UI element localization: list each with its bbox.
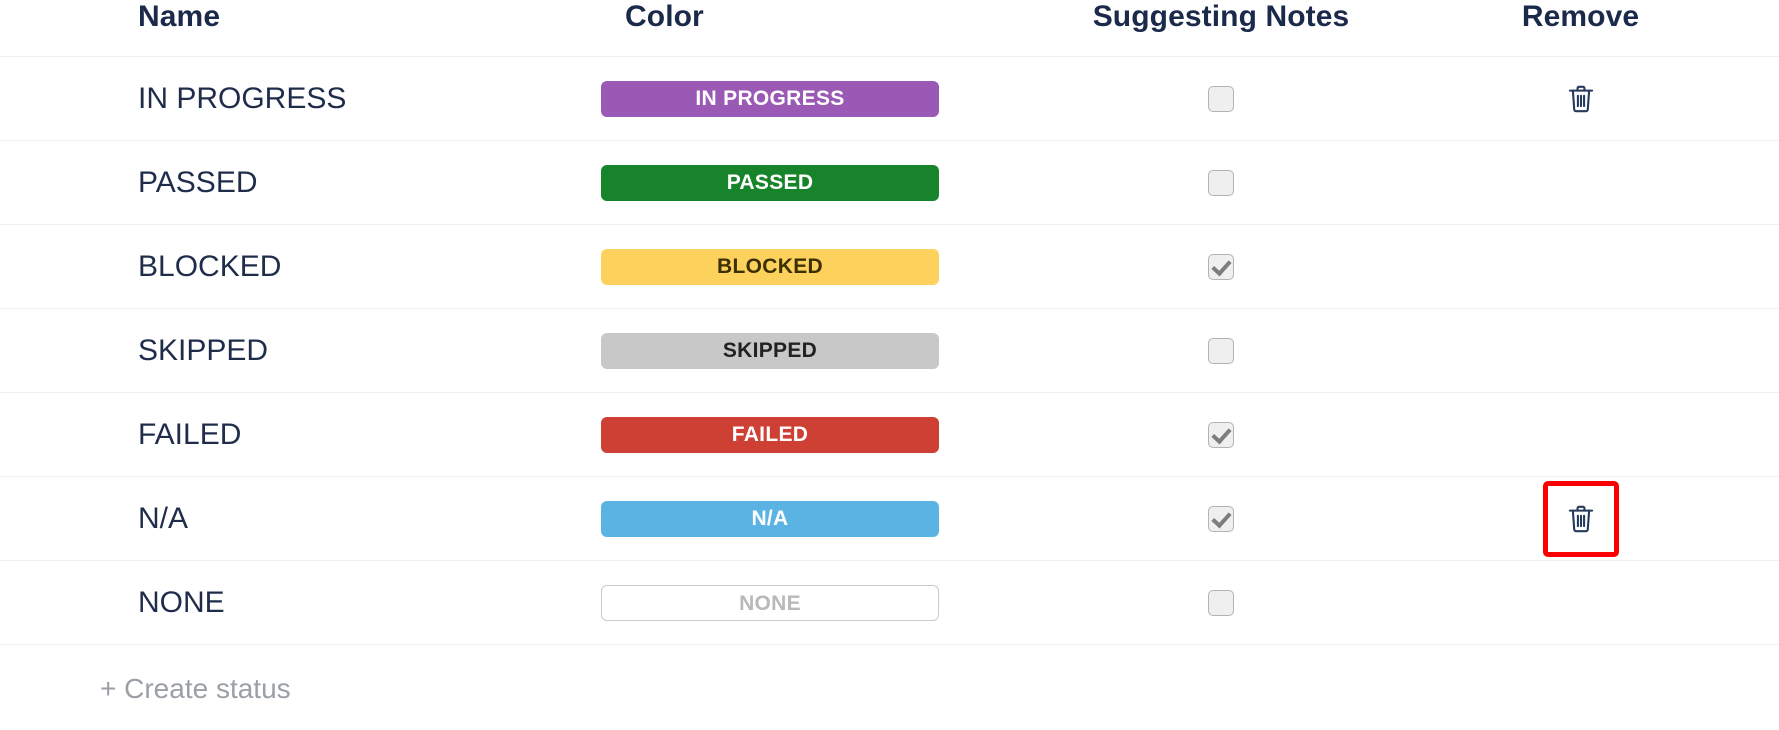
- status-color-badge[interactable]: N/A: [601, 500, 939, 537]
- suggesting-notes-checkbox[interactable]: [1208, 169, 1234, 196]
- status-color-badge[interactable]: NONE: [601, 584, 939, 621]
- trash-icon: [1566, 503, 1596, 535]
- remove-cell: [1460, 141, 1779, 225]
- suggesting-notes-checkbox[interactable]: [1208, 589, 1234, 616]
- remove-cell: [1460, 561, 1779, 645]
- status-color-badge[interactable]: BLOCKED: [601, 248, 939, 285]
- status-color-cell: PASSED: [540, 141, 1000, 225]
- table-row: FAILED FAILED: [0, 392, 1779, 477]
- status-color-badge[interactable]: SKIPPED: [601, 332, 939, 369]
- remove-cell: [1460, 477, 1779, 561]
- status-color-badge[interactable]: FAILED: [601, 416, 939, 453]
- status-color-badge[interactable]: PASSED: [601, 164, 939, 201]
- remove-cell: [1460, 393, 1779, 477]
- remove-status-button[interactable]: [1559, 77, 1603, 121]
- status-name-cell: N/A: [138, 501, 189, 535]
- suggesting-notes-cell: [1000, 57, 1460, 141]
- table-row: SKIPPED SKIPPED: [0, 308, 1779, 393]
- suggesting-notes-checkbox[interactable]: [1208, 337, 1234, 364]
- column-header-remove: Remove: [1521, 0, 1640, 33]
- status-name-cell: SKIPPED: [138, 333, 269, 367]
- status-color-cell: BLOCKED: [540, 225, 1000, 309]
- suggesting-notes-checkbox[interactable]: [1208, 85, 1234, 112]
- suggesting-notes-cell: [1000, 141, 1460, 225]
- status-color-cell: SKIPPED: [540, 309, 1000, 393]
- table-row: PASSED PASSED: [0, 140, 1779, 225]
- suggesting-notes-cell: [1000, 561, 1460, 645]
- table-body: IN PROGRESS IN PROGRESS PASSED PASSED BLOCKE…: [0, 56, 1779, 645]
- suggesting-notes-cell: [1000, 309, 1460, 393]
- create-status-row: + Create status: [0, 645, 1779, 705]
- status-color-badge[interactable]: IN PROGRESS: [601, 80, 939, 117]
- column-header-suggesting-notes: Suggesting Notes: [1092, 0, 1350, 33]
- remove-cell: [1460, 225, 1779, 309]
- status-color-cell: FAILED: [540, 393, 1000, 477]
- status-name-cell: IN PROGRESS: [138, 81, 347, 115]
- create-status-link[interactable]: + Create status: [100, 673, 291, 704]
- suggesting-notes-cell: [1000, 393, 1460, 477]
- status-color-cell: NONE: [540, 561, 1000, 645]
- suggesting-notes-cell: [1000, 225, 1460, 309]
- column-header-name: Name: [138, 0, 221, 33]
- table-row: IN PROGRESS IN PROGRESS: [0, 56, 1779, 141]
- suggesting-notes-cell: [1000, 477, 1460, 561]
- status-name-cell: PASSED: [138, 165, 258, 199]
- suggesting-notes-checkbox[interactable]: [1208, 421, 1234, 448]
- remove-cell: [1460, 57, 1779, 141]
- suggesting-notes-checkbox[interactable]: [1208, 253, 1234, 280]
- column-header-color: Color: [625, 0, 704, 33]
- status-color-cell: N/A: [540, 477, 1000, 561]
- remove-status-button[interactable]: [1542, 480, 1619, 557]
- remove-cell: [1460, 309, 1779, 393]
- suggesting-notes-checkbox[interactable]: [1208, 505, 1234, 532]
- trash-icon: [1566, 83, 1596, 115]
- statuses-table: Name Color Suggesting Notes Remove IN PR…: [0, 0, 1779, 645]
- status-color-cell: IN PROGRESS: [540, 57, 1000, 141]
- table-row: N/A N/A: [0, 476, 1779, 561]
- status-name-cell: NONE: [138, 585, 225, 619]
- status-name-cell: BLOCKED: [138, 249, 282, 283]
- table-row: NONE NONE: [0, 560, 1779, 645]
- table-header-row: Name Color Suggesting Notes Remove: [0, 0, 1779, 57]
- table-header: Name Color Suggesting Notes Remove: [0, 0, 1779, 57]
- status-name-cell: FAILED: [138, 417, 242, 451]
- table-row: BLOCKED BLOCKED: [0, 224, 1779, 309]
